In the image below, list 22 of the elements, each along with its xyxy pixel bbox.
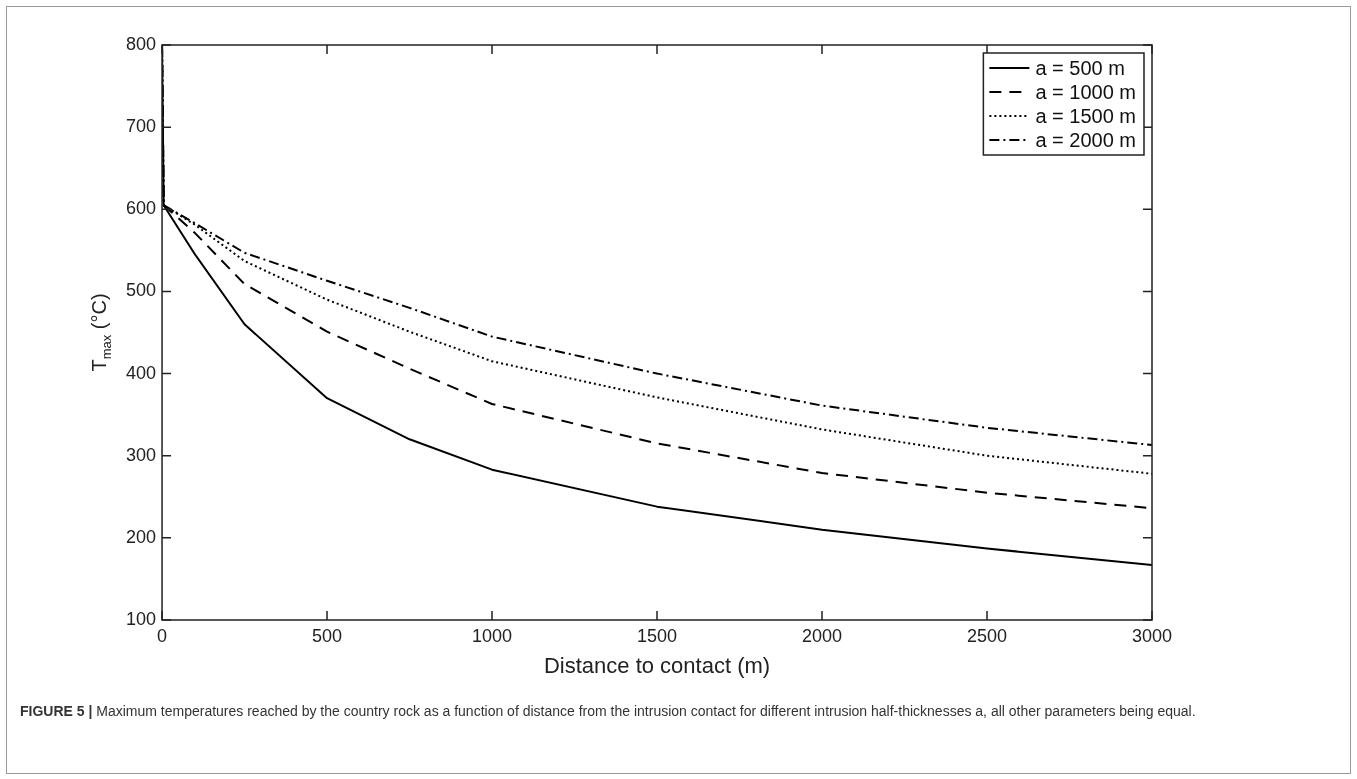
y-tick-label: 500 xyxy=(125,280,157,301)
x-tick-label: 3000 xyxy=(1131,625,1173,646)
x-tick-label: 2500 xyxy=(966,625,1008,646)
y-tick-label: 100 xyxy=(125,608,157,629)
y-tick-label: 600 xyxy=(125,198,157,219)
x-tick-label: 0 xyxy=(157,625,168,646)
y-tick-label: 800 xyxy=(125,33,157,54)
x-tick-label: 2000 xyxy=(801,625,843,646)
y-tick-label: 700 xyxy=(125,116,157,137)
x-tick-label: 1500 xyxy=(636,625,678,646)
y-tick-label: 200 xyxy=(125,526,157,547)
legend-label: a = 500 m xyxy=(1035,56,1125,79)
caption: FIGURE 5 | Maximum temperatures reached by the country rock as a function of distance from the intrusion contact for different intrusion half-thicknesses a, all other parameters being equal. xyxy=(20,702,1197,721)
x-tick-label: 1000 xyxy=(472,625,513,646)
x-tick-label: 500 xyxy=(312,625,343,646)
y-tick-label: 400 xyxy=(125,362,157,383)
legend-label: a = 1000 m xyxy=(1035,80,1136,103)
y-axis-title: Tmax (°C) xyxy=(87,293,114,372)
y-tick-label: 300 xyxy=(125,444,157,465)
x-axis-title: Distance to contact (m) xyxy=(543,652,771,678)
legend-label: a = 1500 m xyxy=(1035,104,1136,127)
legend-label: a = 2000 m xyxy=(1035,128,1136,151)
